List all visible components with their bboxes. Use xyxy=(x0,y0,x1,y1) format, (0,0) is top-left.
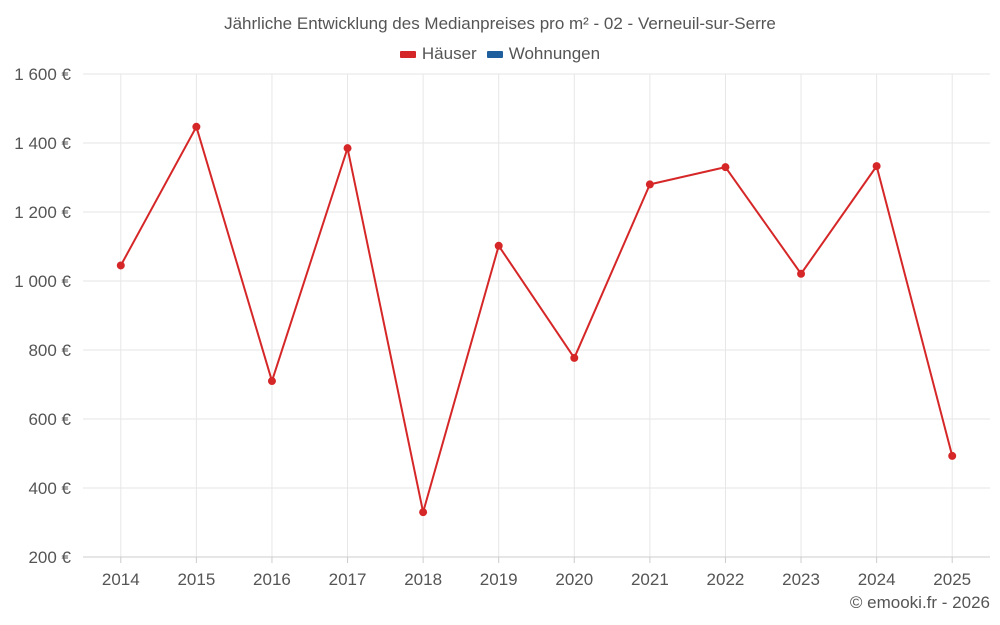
data-point-haeuser xyxy=(192,122,201,131)
x-tick-label: 2025 xyxy=(933,570,971,589)
x-tick-label: 2024 xyxy=(858,570,896,589)
x-tick-label: 2014 xyxy=(102,570,140,589)
legend-label-haeuser: Häuser xyxy=(421,44,477,63)
legend: Häuser Wohnungen xyxy=(0,44,1000,64)
x-tick-label: 2018 xyxy=(404,570,442,589)
data-point-haeuser xyxy=(721,163,730,172)
data-point-haeuser xyxy=(570,353,579,362)
x-tick-label: 2017 xyxy=(329,570,367,589)
y-tick-label: 1 400 € xyxy=(14,134,71,153)
y-tick-label: 400 € xyxy=(28,479,71,498)
x-tick-label: 2023 xyxy=(782,570,820,589)
data-point-haeuser xyxy=(116,261,125,270)
data-point-haeuser xyxy=(494,241,503,250)
data-point-haeuser xyxy=(419,508,428,517)
x-tick-label: 2021 xyxy=(631,570,669,589)
y-tick-label: 800 € xyxy=(28,341,71,360)
x-tick-label: 2016 xyxy=(253,570,291,589)
y-tick-label: 200 € xyxy=(28,548,71,567)
data-point-haeuser xyxy=(343,144,352,153)
legend-swatch-haeuser xyxy=(399,50,416,58)
series-line-haeuser xyxy=(119,125,954,514)
chart-title: Jährliche Entwicklung des Medianpreises … xyxy=(224,14,776,33)
legend-label-wohnungen: Wohnungen xyxy=(508,44,601,63)
legend-swatch-wohnungen xyxy=(486,50,503,58)
y-tick-label: 1 000 € xyxy=(14,272,71,291)
legend-item-wohnungen[interactable]: Wohnungen xyxy=(486,44,601,64)
data-point-haeuser xyxy=(797,269,806,278)
copyright-credit: © emooki.fr - 2026 xyxy=(849,593,990,612)
data-point-haeuser xyxy=(948,451,957,460)
data-point-haeuser xyxy=(267,377,276,386)
y-tick-label: 1 200 € xyxy=(14,203,71,222)
data-point-haeuser xyxy=(645,180,654,189)
y-tick-label: 600 € xyxy=(28,410,71,429)
x-tick-label: 2019 xyxy=(480,570,518,589)
x-tick-label: 2015 xyxy=(177,570,215,589)
x-tick-label: 2022 xyxy=(707,570,745,589)
x-tick-label: 2020 xyxy=(555,570,593,589)
y-tick-label: 1 600 € xyxy=(14,65,71,84)
legend-item-haeuser[interactable]: Häuser xyxy=(399,44,477,64)
data-point-haeuser xyxy=(872,162,881,171)
